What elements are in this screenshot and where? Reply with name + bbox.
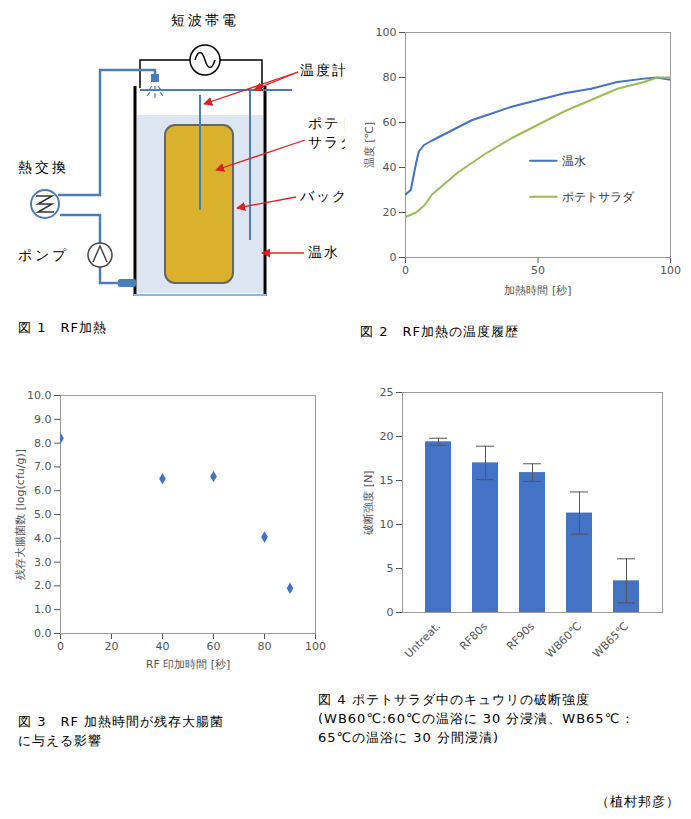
svg-text:10: 10: [380, 518, 394, 531]
svg-text:5.0: 5.0: [34, 508, 52, 521]
svg-text:3.0: 3.0: [34, 556, 52, 569]
svg-text:0: 0: [57, 640, 64, 653]
svg-text:サラダ: サラダ: [308, 134, 345, 150]
svg-text:RF80s: RF80s: [457, 620, 490, 653]
html-text:図 3 RF 加熱時間が残存大腸菌: 図 3 RF 加熱時間が残存大腸菌: [18, 714, 224, 729]
svg-text:加熱時間 [秒]: 加熱時間 [秒]: [504, 284, 571, 297]
svg-text:0: 0: [387, 606, 394, 619]
html-text:図 1 RF加熱: 図 1 RF加熱: [18, 320, 107, 335]
svg-text:20: 20: [105, 640, 119, 653]
svg-text:Untreat.: Untreat.: [402, 620, 443, 661]
svg-text:破断強度 [N]: 破断強度 [N]: [362, 470, 375, 535]
svg-text:0.0: 0.0: [34, 627, 52, 640]
svg-text:15: 15: [380, 474, 394, 487]
svg-text:4.0: 4.0: [34, 532, 52, 545]
svg-text:RF90s: RF90s: [504, 620, 537, 653]
svg-text:7.0: 7.0: [34, 460, 52, 473]
html-text:に与える影響: に与える影響: [18, 733, 102, 748]
svg-text:100: 100: [305, 640, 326, 653]
svg-text:60: 60: [383, 116, 397, 129]
svg-text:25: 25: [380, 386, 394, 399]
svg-text:WB65℃: WB65℃: [590, 620, 631, 661]
svg-text:80: 80: [258, 640, 272, 653]
svg-text:ポテト: ポテト: [308, 115, 345, 131]
svg-text:20: 20: [380, 430, 394, 443]
svg-text:5: 5: [387, 562, 394, 575]
svg-text:20: 20: [383, 206, 397, 219]
svg-text:バック: バック: [299, 188, 345, 204]
svg-text:100: 100: [660, 264, 681, 277]
svg-text:温度計: 温度計: [300, 62, 345, 78]
svg-text:40: 40: [156, 640, 170, 653]
svg-text:ポンプ: ポンプ: [18, 247, 69, 263]
svg-text:50: 50: [531, 264, 545, 277]
svg-text:2.0: 2.0: [34, 579, 52, 592]
svg-text:0: 0: [402, 264, 409, 277]
html-text:図 4 ポテトサラダ中のキュウリの破断強度: 図 4 ポテトサラダ中のキュウリの破断強度: [318, 692, 590, 707]
html-text:65℃の温浴に 30 分間浸漬): 65℃の温浴に 30 分間浸漬): [318, 730, 499, 745]
svg-text:温度 [℃]: 温度 [℃]: [363, 122, 376, 168]
svg-text:6.0: 6.0: [34, 484, 52, 497]
svg-text:WB60℃: WB60℃: [543, 620, 584, 661]
svg-text:温水: 温水: [308, 244, 340, 260]
svg-text:温水: 温水: [562, 154, 586, 168]
svg-text:40: 40: [383, 161, 397, 174]
html-text:（植村邦彦）: （植村邦彦）: [596, 794, 680, 809]
svg-text:短波帯電: 短波帯電: [171, 12, 239, 28]
svg-text:10.0: 10.0: [27, 389, 52, 402]
svg-text:8.0: 8.0: [34, 437, 52, 450]
svg-text:9.0: 9.0: [34, 413, 52, 426]
svg-text:ポテトサラダ: ポテトサラダ: [562, 190, 635, 204]
svg-text:1.0: 1.0: [34, 603, 52, 616]
html-text:(WB60℃:60℃の温浴に 30 分浸漬、WB65℃ :: (WB60℃:60℃の温浴に 30 分浸漬、WB65℃ :: [318, 711, 631, 726]
svg-text:RF 印加時間 [秒]: RF 印加時間 [秒]: [146, 658, 231, 671]
svg-text:残存大腸菌数 [log(cfu/g)]: 残存大腸菌数 [log(cfu/g)]: [14, 449, 27, 580]
svg-text:80: 80: [383, 71, 397, 84]
svg-text:0: 0: [390, 251, 397, 264]
html-text:図 2 RF加熱の温度履歴: 図 2 RF加熱の温度履歴: [360, 324, 519, 339]
svg-text:60: 60: [207, 640, 221, 653]
svg-text:熱交換: 熱交換: [18, 159, 69, 175]
svg-text:100: 100: [376, 26, 397, 39]
